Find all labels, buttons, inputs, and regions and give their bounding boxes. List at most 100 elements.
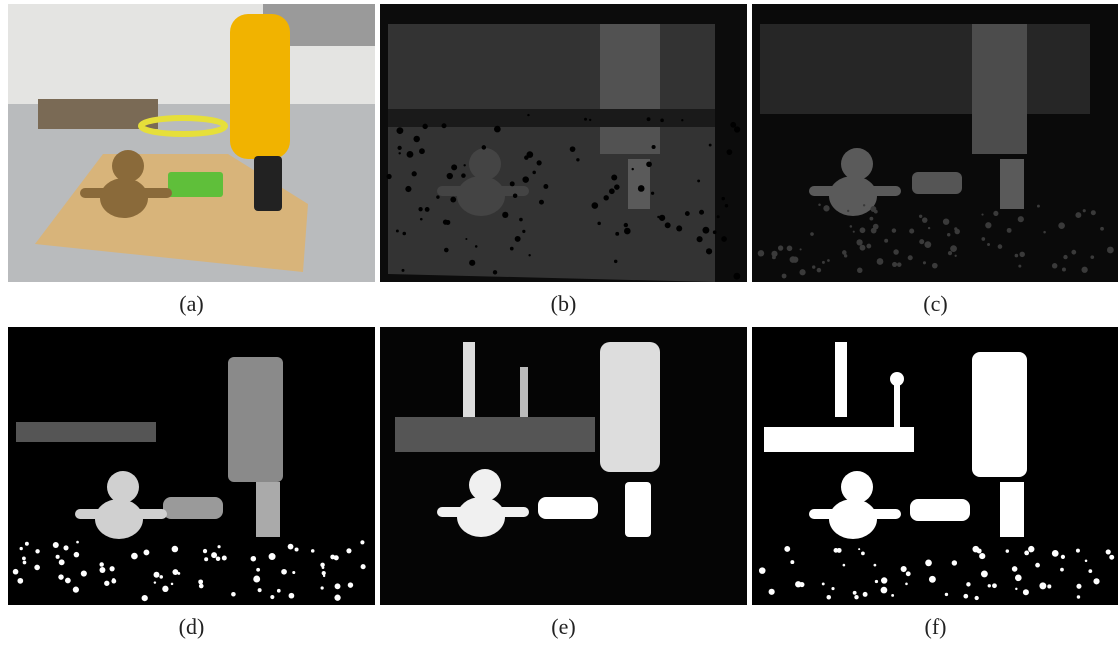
speckle bbox=[154, 581, 156, 583]
panel bbox=[752, 327, 1118, 605]
speckle bbox=[281, 569, 287, 575]
speckle bbox=[1085, 559, 1088, 562]
speckle bbox=[510, 247, 514, 251]
speckle bbox=[360, 540, 364, 544]
speckle bbox=[397, 127, 404, 134]
speckle bbox=[697, 236, 703, 242]
speckle bbox=[231, 592, 236, 597]
speckle bbox=[847, 210, 849, 212]
speckle bbox=[1023, 589, 1029, 595]
panel-image bbox=[8, 4, 375, 282]
panel-label: (d) bbox=[179, 614, 205, 639]
speckle bbox=[854, 595, 858, 599]
speckle bbox=[1035, 563, 1040, 568]
speckle bbox=[543, 184, 548, 189]
cylinder bbox=[254, 156, 282, 211]
speckle bbox=[216, 556, 221, 561]
speckle bbox=[346, 548, 351, 553]
speckle bbox=[932, 263, 938, 269]
teddy-arm bbox=[80, 188, 172, 198]
speckle bbox=[1015, 254, 1019, 258]
speckle bbox=[651, 192, 654, 195]
speckle bbox=[884, 239, 888, 243]
depth-left bbox=[16, 422, 156, 442]
speckle bbox=[993, 211, 998, 216]
speckle bbox=[924, 241, 931, 248]
teddy-arm bbox=[809, 509, 901, 519]
cylinder-mask bbox=[1000, 482, 1024, 537]
speckle bbox=[721, 197, 724, 200]
speckle bbox=[906, 571, 911, 576]
speckle bbox=[1071, 250, 1076, 255]
speckle bbox=[539, 200, 544, 205]
speckle bbox=[407, 151, 414, 158]
depth-robot bbox=[972, 24, 1027, 154]
speckle bbox=[800, 248, 802, 250]
speckle bbox=[853, 231, 855, 233]
speckle bbox=[866, 244, 871, 249]
speckle bbox=[1012, 566, 1018, 572]
speckle bbox=[1052, 263, 1057, 268]
speckle bbox=[81, 570, 87, 576]
speckle bbox=[817, 268, 821, 272]
speckle bbox=[727, 149, 733, 155]
speckle bbox=[782, 274, 787, 279]
speckle bbox=[772, 255, 776, 259]
speckle bbox=[769, 589, 775, 595]
speckle bbox=[1058, 222, 1065, 229]
green-box bbox=[168, 172, 223, 197]
speckle bbox=[614, 184, 620, 190]
speckle bbox=[402, 232, 406, 236]
speckle bbox=[288, 544, 294, 550]
speckle bbox=[892, 228, 896, 232]
speckle bbox=[923, 261, 926, 264]
speckle bbox=[1015, 574, 1022, 581]
speckle bbox=[858, 548, 860, 550]
speckle bbox=[461, 173, 466, 178]
speckle bbox=[676, 225, 682, 231]
speckle bbox=[1061, 555, 1065, 559]
speckle bbox=[253, 576, 260, 583]
speckle bbox=[576, 158, 579, 161]
speckle bbox=[1088, 569, 1092, 573]
speckle bbox=[203, 549, 207, 553]
speckle bbox=[222, 556, 227, 561]
speckle bbox=[893, 249, 899, 255]
speckle bbox=[647, 117, 651, 121]
speckle bbox=[665, 222, 671, 228]
robot-mask bbox=[972, 352, 1027, 477]
speckle bbox=[494, 126, 501, 133]
speckle bbox=[398, 152, 400, 154]
panel-image bbox=[752, 4, 1118, 282]
speckle bbox=[685, 211, 690, 216]
speckle bbox=[442, 123, 447, 128]
speckle bbox=[469, 260, 475, 266]
speckle bbox=[311, 549, 315, 553]
speckle bbox=[204, 557, 208, 561]
panel-image bbox=[380, 327, 747, 605]
speckle bbox=[709, 144, 712, 147]
speckle bbox=[863, 204, 865, 206]
speckle bbox=[901, 566, 907, 572]
speckle bbox=[1091, 210, 1096, 215]
speckle bbox=[513, 193, 518, 198]
pole bbox=[463, 342, 475, 417]
depth-field bbox=[388, 24, 715, 282]
speckle bbox=[987, 243, 990, 246]
speckle bbox=[981, 570, 988, 577]
speckle bbox=[905, 583, 908, 586]
speckle bbox=[952, 560, 957, 565]
speckle bbox=[871, 228, 877, 234]
depth-cylinder bbox=[628, 159, 650, 209]
speckle bbox=[532, 171, 536, 175]
speckle bbox=[172, 546, 179, 553]
speckle bbox=[1043, 231, 1046, 234]
speckle bbox=[425, 207, 430, 212]
teddy-head bbox=[841, 148, 873, 180]
bg bbox=[752, 327, 1118, 605]
panel bbox=[380, 327, 747, 605]
speckle bbox=[1100, 227, 1104, 231]
speckle bbox=[172, 569, 178, 575]
pole bbox=[894, 382, 900, 427]
speckle bbox=[697, 179, 700, 182]
